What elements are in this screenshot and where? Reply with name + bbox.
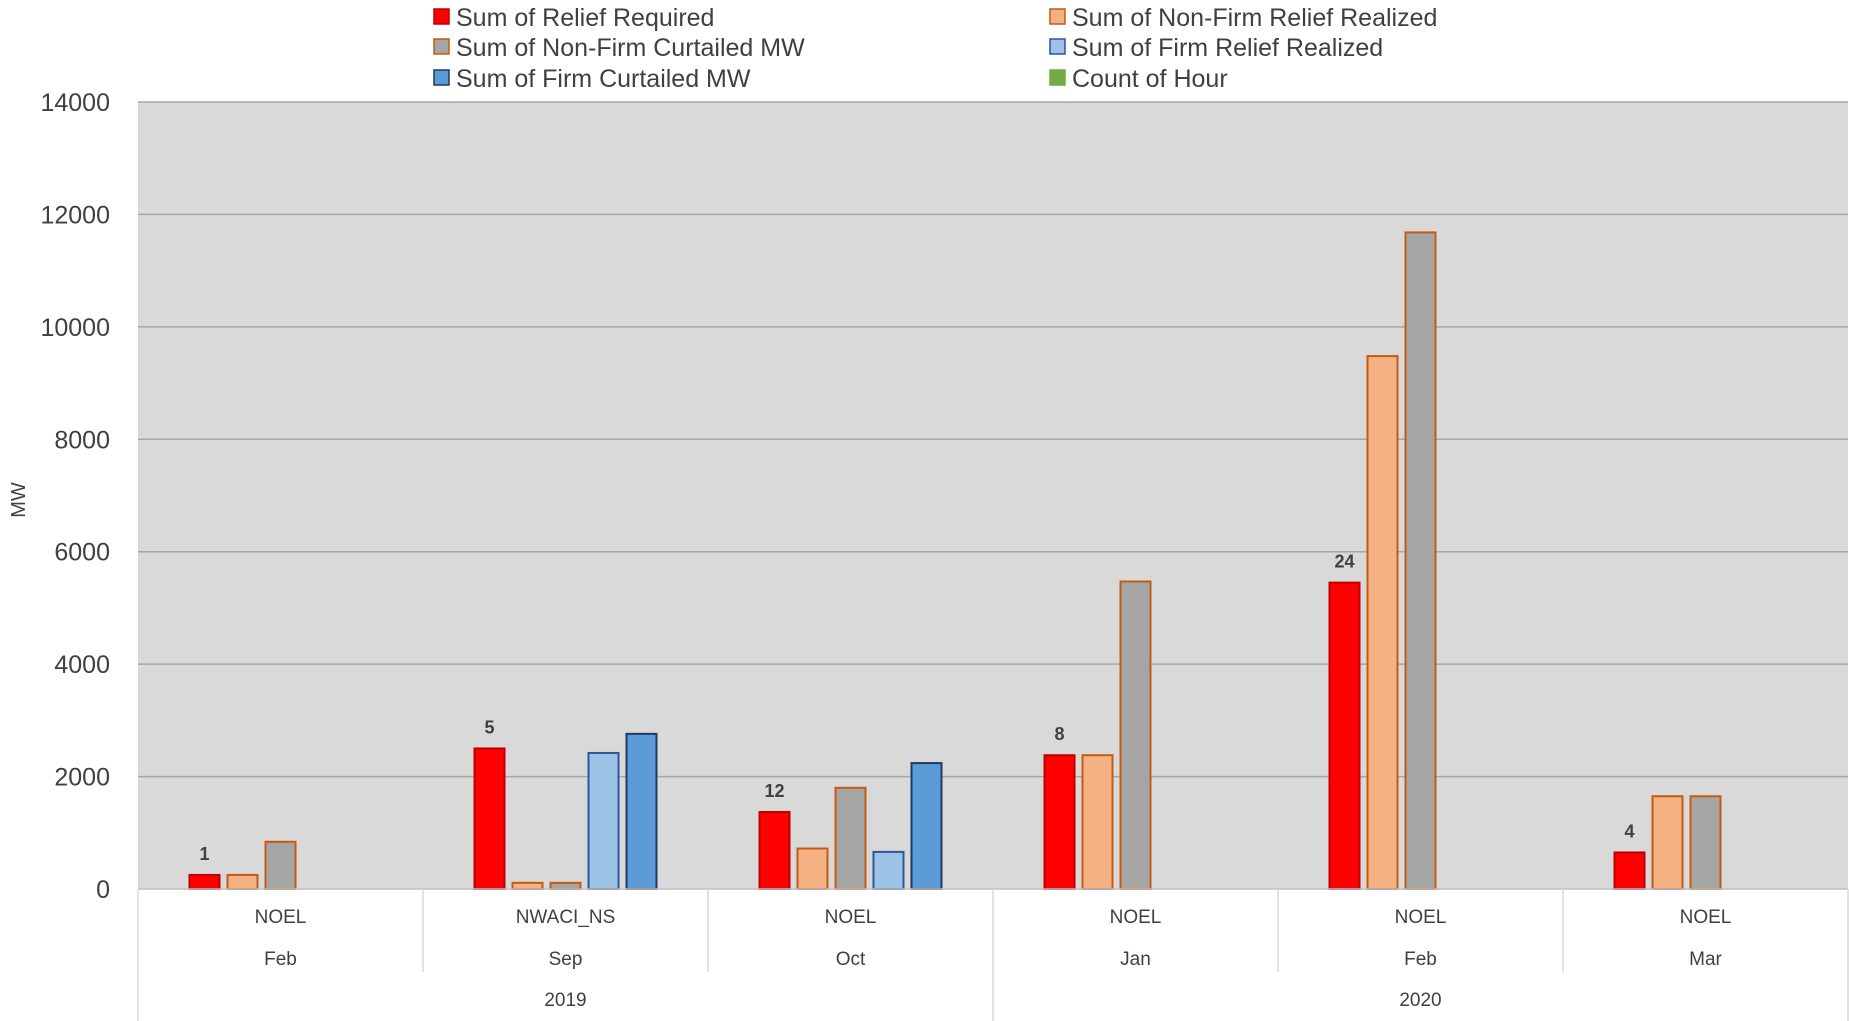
legend-swatch xyxy=(1049,8,1066,25)
legend-label: Sum of Firm Curtailed MW xyxy=(456,65,751,93)
legend-label: Sum of Relief Required xyxy=(456,4,714,32)
bar-sum-of-non-firm-curtailed-mw xyxy=(264,840,297,891)
x-category-label: NOEL xyxy=(1395,907,1447,928)
y-tick-label: 10000 xyxy=(40,314,110,342)
bar-sum-of-non-firm-relief-realized xyxy=(1081,754,1114,891)
legend: Sum of Relief Required Sum of Non-Firm Re… xyxy=(433,4,1437,93)
bar-sum-of-firm-curtailed-mw xyxy=(625,732,658,890)
legend-label: Sum of Firm Relief Realized xyxy=(1072,34,1383,62)
bar-sum-of-non-firm-relief-realized xyxy=(226,873,259,890)
bar-sum-of-relief-required xyxy=(188,873,221,890)
x-year-label: 2020 xyxy=(1399,990,1441,1011)
bar-sum-of-non-firm-curtailed-mw xyxy=(834,786,867,890)
y-tick-label: 14000 xyxy=(40,89,110,117)
bar-sum-of-non-firm-relief-realized xyxy=(796,847,829,890)
x-month-label: Mar xyxy=(1689,949,1722,970)
bar-sum-of-non-firm-relief-realized xyxy=(511,881,544,890)
bar-sum-of-relief-required xyxy=(1043,754,1076,891)
bar-sum-of-firm-curtailed-mw xyxy=(910,762,943,891)
bar-sum-of-relief-required xyxy=(473,747,506,891)
data-labels: 1 5 12 8 24 4 xyxy=(199,552,1634,864)
x-axis: NOEL Feb NWACI_NS Sep NOEL Oct NOEL Jan NOEL Feb N… xyxy=(137,888,1849,1021)
y-tick-label: 12000 xyxy=(40,201,110,229)
x-category-label: NOEL xyxy=(255,907,307,928)
bar-sum-of-non-firm-curtailed-mw xyxy=(1404,231,1437,891)
x-year-label: 2019 xyxy=(544,990,586,1011)
x-month-label: Feb xyxy=(264,949,297,970)
x-category-label: NOEL xyxy=(825,907,877,928)
x-month-label: Feb xyxy=(1404,949,1437,970)
bars xyxy=(188,231,1722,891)
gridlines xyxy=(138,101,1848,778)
legend-swatch xyxy=(433,38,450,55)
legend-swatch xyxy=(433,8,450,25)
bar-sum-of-non-firm-relief-realized xyxy=(1651,795,1684,890)
data-label-count-of-hour: 4 xyxy=(1624,821,1634,841)
bar-sum-of-firm-relief-realized xyxy=(587,751,620,890)
bar-sum-of-non-firm-relief-realized xyxy=(1366,355,1399,890)
y-tick-label: 8000 xyxy=(54,426,110,454)
x-month-label: Sep xyxy=(549,949,583,970)
y-tick-label: 0 xyxy=(96,876,110,904)
plot-area xyxy=(138,102,1848,889)
y-tick-label: 2000 xyxy=(54,764,110,792)
y-axis-ticks: 0 2000 4000 6000 8000 10000 12000 14000 xyxy=(40,89,110,904)
bar-sum-of-relief-required xyxy=(758,810,791,891)
legend-label: Count of Hour xyxy=(1072,65,1228,93)
legend-label: Sum of Non-Firm Relief Realized xyxy=(1072,4,1437,32)
x-month-label: Jan xyxy=(1120,949,1151,970)
bar-sum-of-firm-relief-realized xyxy=(872,850,905,890)
y-tick-label: 6000 xyxy=(54,539,110,567)
legend-swatch xyxy=(1049,69,1066,86)
x-category-label: NOEL xyxy=(1110,907,1162,928)
bar-sum-of-relief-required xyxy=(1613,851,1646,890)
y-axis-label: MW xyxy=(8,482,30,518)
bar-sum-of-relief-required xyxy=(1328,581,1361,890)
data-label-count-of-hour: 24 xyxy=(1334,552,1354,572)
bar-sum-of-non-firm-curtailed-mw xyxy=(1689,795,1722,890)
legend-swatch xyxy=(1049,38,1066,55)
x-month-label: Oct xyxy=(836,949,866,970)
legend-label: Sum of Non-Firm Curtailed MW xyxy=(456,34,805,62)
data-label-count-of-hour: 5 xyxy=(484,717,494,737)
data-label-count-of-hour: 1 xyxy=(199,844,209,864)
y-tick-label: 4000 xyxy=(54,651,110,679)
bar-sum-of-non-firm-curtailed-mw xyxy=(549,881,582,890)
data-label-count-of-hour: 12 xyxy=(764,781,784,801)
legend-swatch xyxy=(433,69,450,86)
bar-sum-of-non-firm-curtailed-mw xyxy=(1119,580,1152,891)
x-category-label: NWACI_NS xyxy=(516,907,616,928)
x-category-label: NOEL xyxy=(1680,907,1732,928)
data-label-count-of-hour: 8 xyxy=(1054,724,1064,744)
